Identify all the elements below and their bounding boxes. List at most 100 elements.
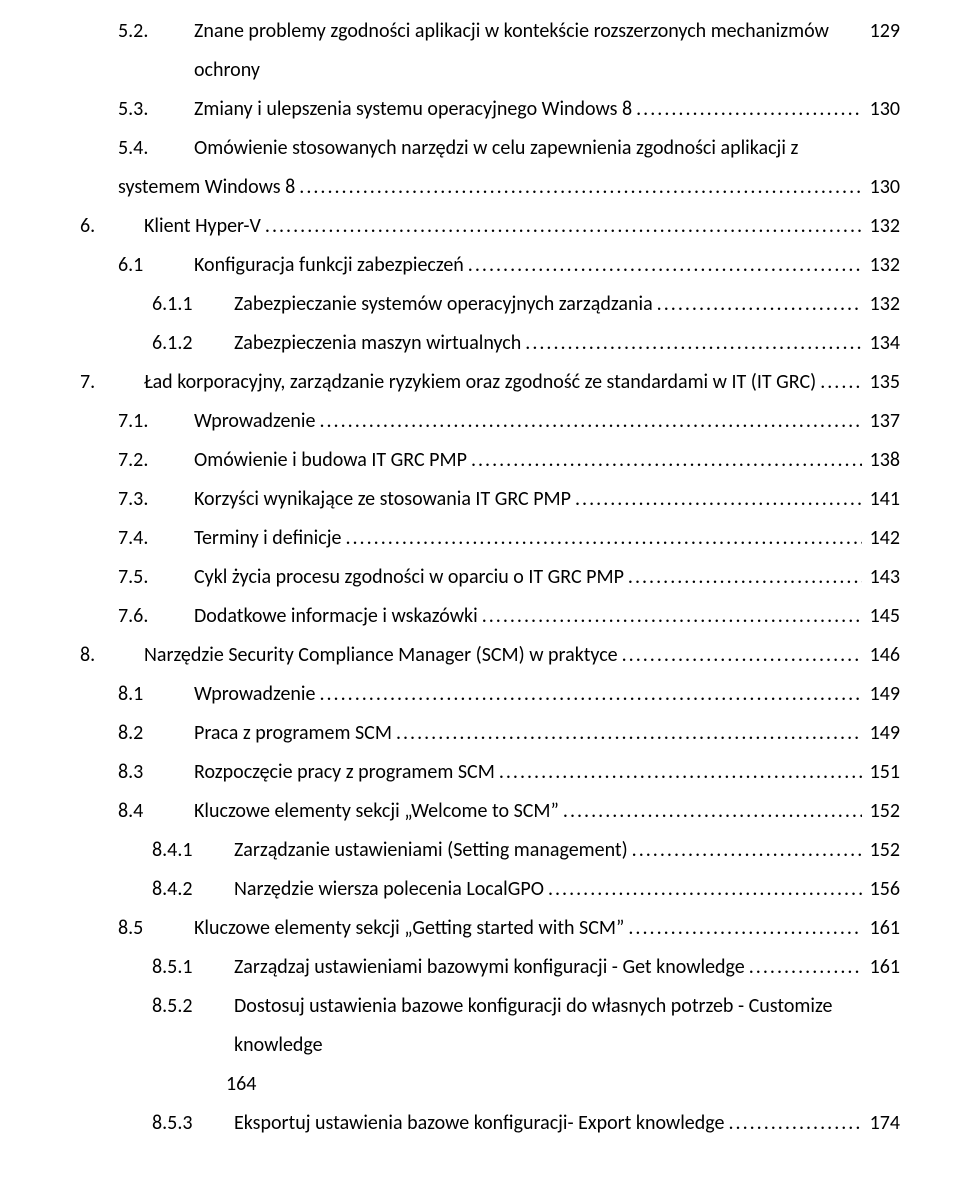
toc-entry: 8.4.2Narzędzie wiersza polecenia LocalGP… bbox=[80, 870, 900, 909]
toc-page: 142 bbox=[866, 519, 900, 558]
toc-page: 146 bbox=[866, 636, 900, 675]
toc-leader bbox=[563, 792, 862, 831]
toc-entry: 5.4.Omówienie stosowanych narzędzi w cel… bbox=[80, 129, 900, 207]
toc-title-cont: systemem Windows 8 bbox=[118, 168, 295, 207]
toc-title: Dostosuj ustawienia bazowe konfiguracji … bbox=[234, 987, 900, 1065]
toc-title: Omówienie stosowanych narzędzi w celu za… bbox=[194, 129, 798, 168]
toc-number: 6.1 bbox=[118, 246, 194, 285]
toc-number: 6. bbox=[80, 207, 144, 246]
toc-entry: 6.1.1Zabezpieczanie systemów operacyjnyc… bbox=[80, 285, 900, 324]
toc-leader bbox=[319, 402, 861, 441]
toc-title: Wprowadzenie bbox=[194, 675, 315, 714]
toc-title: Wprowadzenie bbox=[194, 402, 315, 441]
toc-number: 7.6. bbox=[118, 597, 194, 636]
toc-page: 174 bbox=[866, 1104, 900, 1143]
toc-number: 8.4 bbox=[118, 792, 194, 831]
toc-number: 8.5.1 bbox=[152, 948, 234, 987]
toc-entry: 8.2Praca z programem SCM 149 bbox=[80, 714, 900, 753]
toc-leader bbox=[575, 480, 862, 519]
toc-entry: 7.2.Omówienie i budowa IT GRC PMP138 bbox=[80, 441, 900, 480]
toc-entry: 8.5.2Dostosuj ustawienia bazowe konfigur… bbox=[80, 987, 900, 1104]
toc-leader bbox=[548, 870, 862, 909]
toc-page: 161 bbox=[866, 948, 900, 987]
toc-title: Narzędzie wiersza polecenia LocalGPO bbox=[234, 870, 544, 909]
toc-entry: 8.1Wprowadzenie149 bbox=[80, 675, 900, 714]
toc-page: 145 bbox=[866, 597, 900, 636]
toc-page: 137 bbox=[866, 402, 900, 441]
toc-page: 151 bbox=[866, 753, 900, 792]
toc-entry: 8.5.1Zarządzaj ustawieniami bazowymi kon… bbox=[80, 948, 900, 987]
toc-page: 143 bbox=[866, 558, 900, 597]
toc-leader bbox=[319, 675, 861, 714]
toc-title: Zmiany i ulepszenia systemu operacyjnego… bbox=[194, 90, 632, 129]
toc-title: Zabezpieczanie systemów operacyjnych zar… bbox=[234, 285, 653, 324]
toc-page: 130 bbox=[866, 168, 900, 207]
toc-page: 138 bbox=[866, 441, 900, 480]
toc-leader bbox=[636, 90, 861, 129]
toc-title: Terminy i definicje bbox=[194, 519, 341, 558]
toc-title: Zabezpieczenia maszyn wirtualnych bbox=[234, 324, 521, 363]
toc-number: 5.4. bbox=[118, 129, 194, 168]
toc-number: 8.5.2 bbox=[152, 987, 234, 1026]
toc-leader bbox=[820, 363, 861, 402]
toc-number: 7.5. bbox=[118, 558, 194, 597]
toc-leader bbox=[471, 441, 862, 480]
toc-number: 8.4.2 bbox=[152, 870, 234, 909]
toc-entry: 8.4Kluczowe elementy sekcji „Welcome to … bbox=[80, 792, 900, 831]
toc-number: 6.1.1 bbox=[152, 285, 234, 324]
toc-title: Omówienie i budowa IT GRC PMP bbox=[194, 441, 467, 480]
toc-leader bbox=[657, 285, 862, 324]
toc-page: 152 bbox=[866, 831, 900, 870]
toc-number: 7.4. bbox=[118, 519, 194, 558]
toc-number: 8.4.1 bbox=[152, 831, 234, 870]
toc-leader bbox=[728, 1104, 861, 1143]
toc-entry: 6.1.2Zabezpieczenia maszyn wirtualnych 13… bbox=[80, 324, 900, 363]
toc-leader bbox=[482, 597, 862, 636]
toc-entry: 7.Ład korporacyjny, zarządzanie ryzykiem… bbox=[80, 363, 900, 402]
toc-entry: 7.5.Cykl życia procesu zgodności w oparc… bbox=[80, 558, 900, 597]
toc-title: Dodatkowe informacje i wskazówki bbox=[194, 597, 478, 636]
toc-entry: 8.5.3Eksportuj ustawienia bazowe konfigu… bbox=[80, 1104, 900, 1143]
toc-leader bbox=[396, 714, 862, 753]
toc-page: 132 bbox=[866, 207, 900, 246]
toc-title: Eksportuj ustawienia bazowe konfiguracji… bbox=[234, 1104, 724, 1143]
toc-number: 7.1. bbox=[118, 402, 194, 441]
toc-leader bbox=[525, 324, 861, 363]
toc-title: Znane problemy zgodności aplikacji w kon… bbox=[194, 12, 866, 90]
toc-number: 8.3 bbox=[118, 753, 194, 792]
toc-entry: 8.5Kluczowe elementy sekcji „Getting sta… bbox=[80, 909, 900, 948]
toc-leader bbox=[345, 519, 861, 558]
toc-page: 156 bbox=[866, 870, 900, 909]
toc-page: 129 bbox=[866, 12, 900, 51]
toc-entry: 5.2.Znane problemy zgodności aplikacji w… bbox=[80, 12, 900, 90]
toc-entry: 7.1.Wprowadzenie 137 bbox=[80, 402, 900, 441]
toc-number: 7. bbox=[80, 363, 144, 402]
toc-title: Korzyści wynikające ze stosowania IT GRC… bbox=[194, 480, 571, 519]
toc-number: 8. bbox=[80, 636, 144, 675]
toc-title: Praca z programem SCM bbox=[194, 714, 392, 753]
toc-page: 130 bbox=[866, 90, 900, 129]
toc-number: 6.1.2 bbox=[152, 324, 234, 363]
toc-page: 149 bbox=[866, 675, 900, 714]
toc-number: 5.3. bbox=[118, 90, 194, 129]
toc-entry: 6.Klient Hyper-V132 bbox=[80, 207, 900, 246]
toc-page: 135 bbox=[866, 363, 900, 402]
toc-title: Rozpoczęcie pracy z programem SCM bbox=[194, 753, 495, 792]
toc-page: 152 bbox=[866, 792, 900, 831]
toc-page: 164 bbox=[222, 1072, 256, 1096]
toc-page: 141 bbox=[866, 480, 900, 519]
toc-leader bbox=[299, 168, 861, 207]
toc-title: Kluczowe elementy sekcji „Getting starte… bbox=[194, 909, 624, 948]
toc-title: Narzędzie Security Compliance Manager (S… bbox=[144, 636, 618, 675]
toc-number: 5.2. bbox=[118, 12, 194, 51]
toc-title: Cykl życia procesu zgodności w oparciu o… bbox=[194, 558, 624, 597]
toc-page: 149 bbox=[866, 714, 900, 753]
toc-number: 8.2 bbox=[118, 714, 194, 753]
toc-title: Zarządzanie ustawieniami (Setting manage… bbox=[234, 831, 628, 870]
toc-page: 134 bbox=[866, 324, 900, 363]
table-of-contents: 5.2.Znane problemy zgodności aplikacji w… bbox=[80, 12, 900, 1143]
toc-title: Ład korporacyjny, zarządzanie ryzykiem o… bbox=[144, 363, 816, 402]
toc-entry: 8.3Rozpoczęcie pracy z programem SCM 151 bbox=[80, 753, 900, 792]
toc-number: 8.5.3 bbox=[152, 1104, 234, 1143]
toc-entry: 7.3.Korzyści wynikające ze stosowania IT… bbox=[80, 480, 900, 519]
